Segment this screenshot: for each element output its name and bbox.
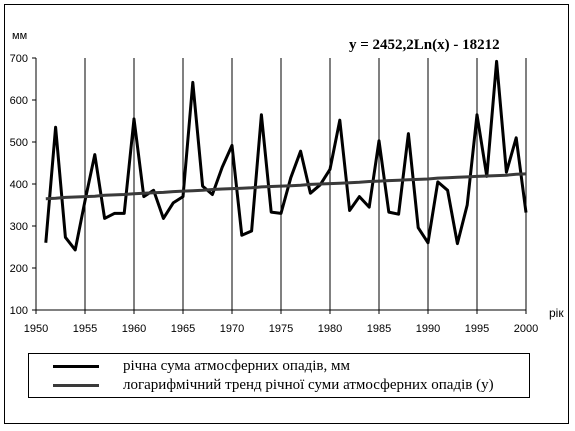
- x-tick-label-1950: 1950: [24, 323, 48, 335]
- x-tick-label-1990: 1990: [416, 323, 440, 335]
- x-tick-label-1955: 1955: [73, 323, 97, 335]
- y-tick-label-300: 300: [10, 221, 28, 233]
- x-tick-label-1985: 1985: [367, 323, 391, 335]
- trend-equation: y = 2452,2Ln(x) - 18212: [349, 37, 500, 53]
- y-tick-label-500: 500: [10, 137, 28, 149]
- x-axis-label: рік: [549, 306, 564, 320]
- x-tick-label-1975: 1975: [269, 323, 293, 335]
- legend-label-precipitation: річна сума атмосферних опадів, мм: [123, 358, 350, 374]
- y-tick-label-700: 700: [10, 53, 28, 65]
- legend-item-precipitation: річна сума атмосферних опадів, мм: [29, 356, 529, 376]
- y-axis-label: мм: [12, 30, 28, 42]
- legend-label-trend: логарифмічний тренд річної суми атмосфер…: [123, 377, 494, 393]
- x-tick-label-2000: 2000: [514, 323, 538, 335]
- series-line-precipitation: [44, 59, 528, 252]
- x-tick-label-1970: 1970: [220, 323, 244, 335]
- x-tick-label-1980: 1980: [318, 323, 342, 335]
- y-tick-label-100: 100: [10, 305, 28, 317]
- legend-item-trend: логарифмічний тренд річної суми атмосфер…: [29, 375, 529, 395]
- y-tick-label-200: 200: [10, 263, 28, 275]
- legend-swatch-trend: [53, 384, 99, 387]
- legend: річна сума атмосферних опадів, мм логари…: [28, 353, 530, 398]
- x-tick-label-1965: 1965: [171, 323, 195, 335]
- y-tick-label-400: 400: [10, 179, 28, 191]
- y-tick-label-600: 600: [10, 95, 28, 107]
- legend-swatch-precipitation: [53, 365, 99, 368]
- series-line-trend: [45, 172, 527, 201]
- x-tick-label-1995: 1995: [465, 323, 489, 335]
- x-tick-label-1960: 1960: [122, 323, 146, 335]
